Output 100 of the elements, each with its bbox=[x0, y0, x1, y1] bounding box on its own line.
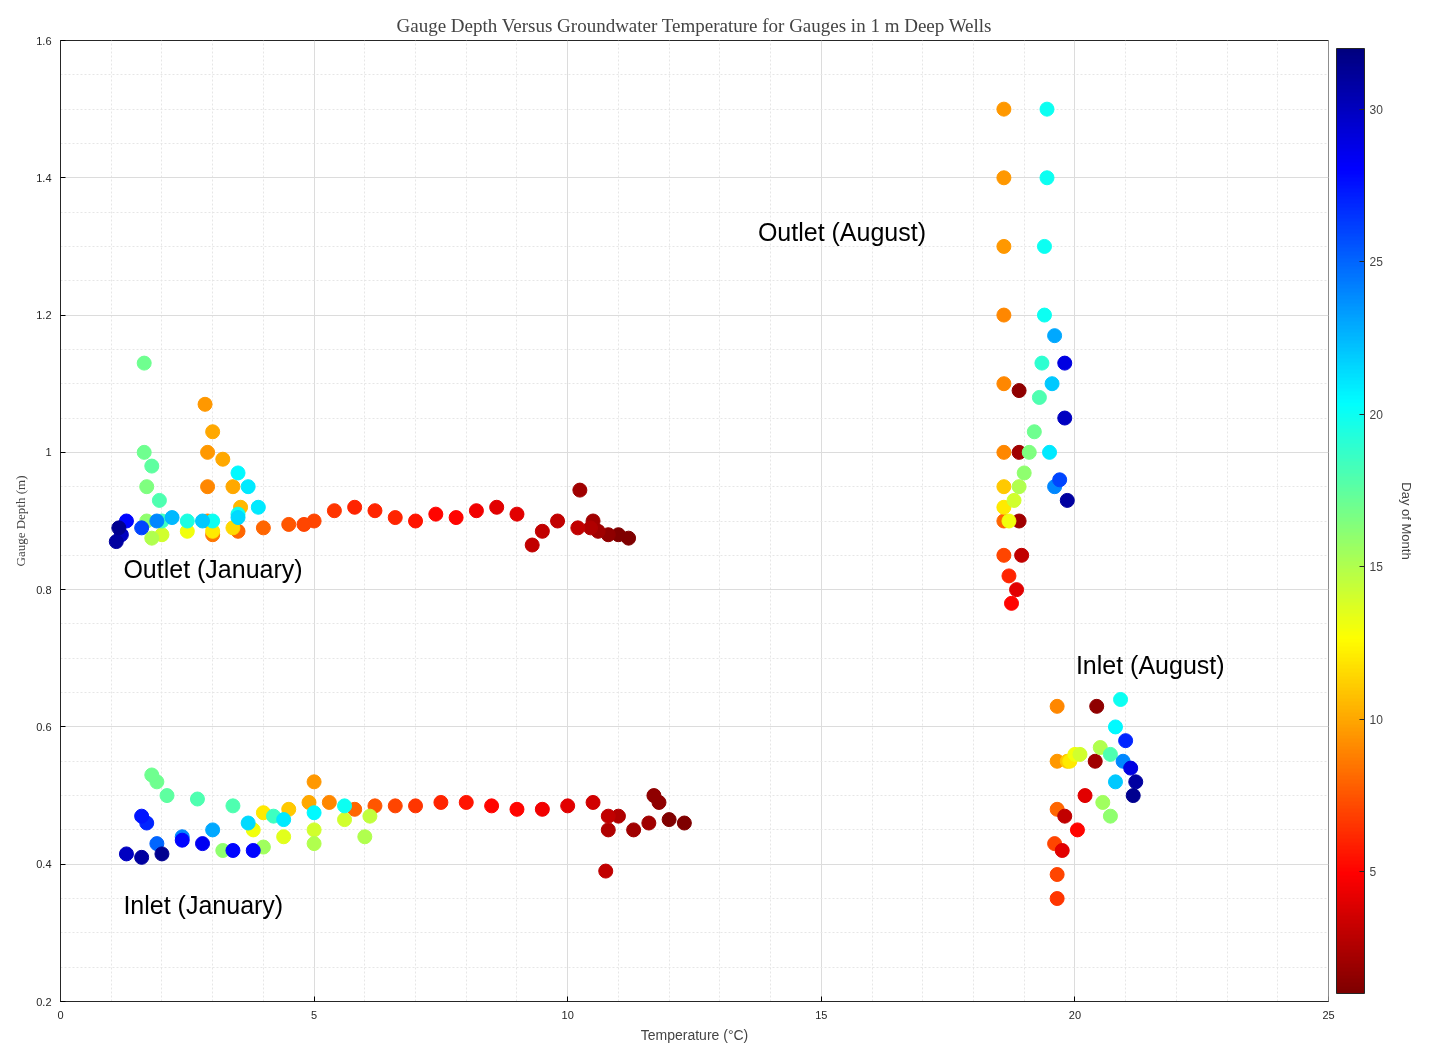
point bbox=[1016, 465, 1032, 481]
y-tick-label: 0.8 bbox=[36, 583, 52, 596]
color-bar-label: 20 bbox=[1369, 407, 1384, 422]
point bbox=[996, 376, 1012, 392]
point bbox=[321, 794, 337, 810]
point bbox=[996, 444, 1012, 460]
point bbox=[1107, 719, 1123, 735]
point bbox=[1004, 595, 1019, 611]
point bbox=[585, 794, 601, 810]
x-tick-label: 20 bbox=[1068, 1008, 1082, 1021]
x-tick-label: 25 bbox=[1322, 1008, 1335, 1021]
y-axis-title: Gauge Depth (m) bbox=[13, 475, 29, 567]
y-tick-label: 0.6 bbox=[36, 720, 52, 733]
color-bar-label: 15 bbox=[1369, 560, 1384, 575]
point bbox=[996, 499, 1012, 515]
point bbox=[1125, 788, 1141, 804]
point bbox=[154, 846, 170, 862]
point bbox=[276, 812, 292, 828]
point bbox=[996, 238, 1012, 254]
point bbox=[276, 829, 292, 845]
point bbox=[245, 843, 261, 858]
point bbox=[1052, 472, 1068, 488]
annotation: Outlet (January) bbox=[123, 554, 303, 583]
point bbox=[1011, 383, 1027, 399]
point bbox=[1036, 238, 1052, 254]
color-bar-label: 25 bbox=[1369, 255, 1384, 270]
point bbox=[600, 808, 616, 824]
point bbox=[458, 794, 474, 810]
point bbox=[1014, 547, 1030, 563]
point bbox=[1026, 424, 1042, 440]
point bbox=[641, 815, 657, 831]
point bbox=[996, 101, 1012, 117]
point bbox=[1044, 376, 1060, 392]
point bbox=[225, 843, 241, 858]
y-tick-label: 0.2 bbox=[36, 995, 52, 1008]
point bbox=[1001, 513, 1017, 529]
point bbox=[1049, 891, 1065, 907]
point bbox=[159, 788, 175, 804]
point bbox=[600, 822, 616, 838]
point bbox=[996, 170, 1012, 186]
point bbox=[1092, 740, 1108, 756]
x-tick-label: 15 bbox=[815, 1008, 828, 1021]
color-bar-title: Day of Month bbox=[1398, 482, 1414, 560]
point bbox=[1031, 389, 1047, 405]
x-axis-title: Temperature (°C) bbox=[640, 1026, 749, 1043]
point bbox=[306, 822, 322, 838]
point bbox=[1077, 788, 1093, 804]
point bbox=[408, 798, 424, 814]
y-tick-label: 1.4 bbox=[36, 171, 52, 184]
point bbox=[1034, 355, 1050, 371]
point bbox=[1057, 410, 1073, 426]
point bbox=[362, 808, 378, 824]
x-tick-label: 5 bbox=[311, 1008, 318, 1021]
annotation: Inlet (August) bbox=[1075, 650, 1225, 679]
point bbox=[306, 774, 322, 790]
point bbox=[1118, 733, 1134, 749]
y-tick-label: 1.2 bbox=[36, 309, 52, 322]
point bbox=[1021, 444, 1037, 460]
point bbox=[433, 794, 449, 810]
point bbox=[646, 788, 662, 804]
y-tick-label: 0.4 bbox=[36, 858, 52, 871]
point bbox=[134, 849, 150, 865]
point bbox=[144, 767, 160, 783]
point bbox=[306, 805, 322, 821]
point bbox=[1087, 753, 1103, 769]
point bbox=[484, 798, 500, 814]
point bbox=[1047, 328, 1063, 344]
point bbox=[1001, 568, 1017, 584]
point bbox=[996, 307, 1012, 323]
point bbox=[1011, 479, 1027, 495]
point bbox=[1049, 698, 1065, 714]
point bbox=[337, 812, 353, 828]
point bbox=[357, 829, 373, 845]
point bbox=[1039, 101, 1055, 117]
point bbox=[661, 812, 677, 828]
point bbox=[509, 801, 525, 817]
point bbox=[118, 846, 134, 862]
point bbox=[240, 815, 256, 831]
point bbox=[1095, 794, 1111, 810]
point bbox=[1102, 746, 1118, 762]
annotation: Outlet (August) bbox=[757, 218, 927, 247]
point bbox=[225, 798, 241, 814]
point bbox=[1102, 808, 1118, 824]
point bbox=[676, 815, 692, 831]
point bbox=[1036, 307, 1052, 323]
point bbox=[626, 822, 642, 838]
point bbox=[1057, 355, 1073, 371]
point bbox=[1059, 492, 1075, 508]
x-tick-label: 10 bbox=[561, 1008, 574, 1021]
point bbox=[1089, 698, 1105, 714]
y-tick-label: 1 bbox=[45, 446, 52, 459]
point bbox=[189, 791, 205, 807]
point bbox=[1123, 760, 1139, 776]
chart-title: Gauge Depth Versus Groundwater Temperature for Gauges in 1 m Deep Wells bbox=[396, 14, 992, 36]
point bbox=[195, 836, 211, 852]
point bbox=[1057, 808, 1073, 824]
point bbox=[1107, 774, 1123, 790]
color-bar-label: 30 bbox=[1369, 102, 1384, 117]
point bbox=[1054, 843, 1070, 858]
point bbox=[1069, 822, 1085, 838]
